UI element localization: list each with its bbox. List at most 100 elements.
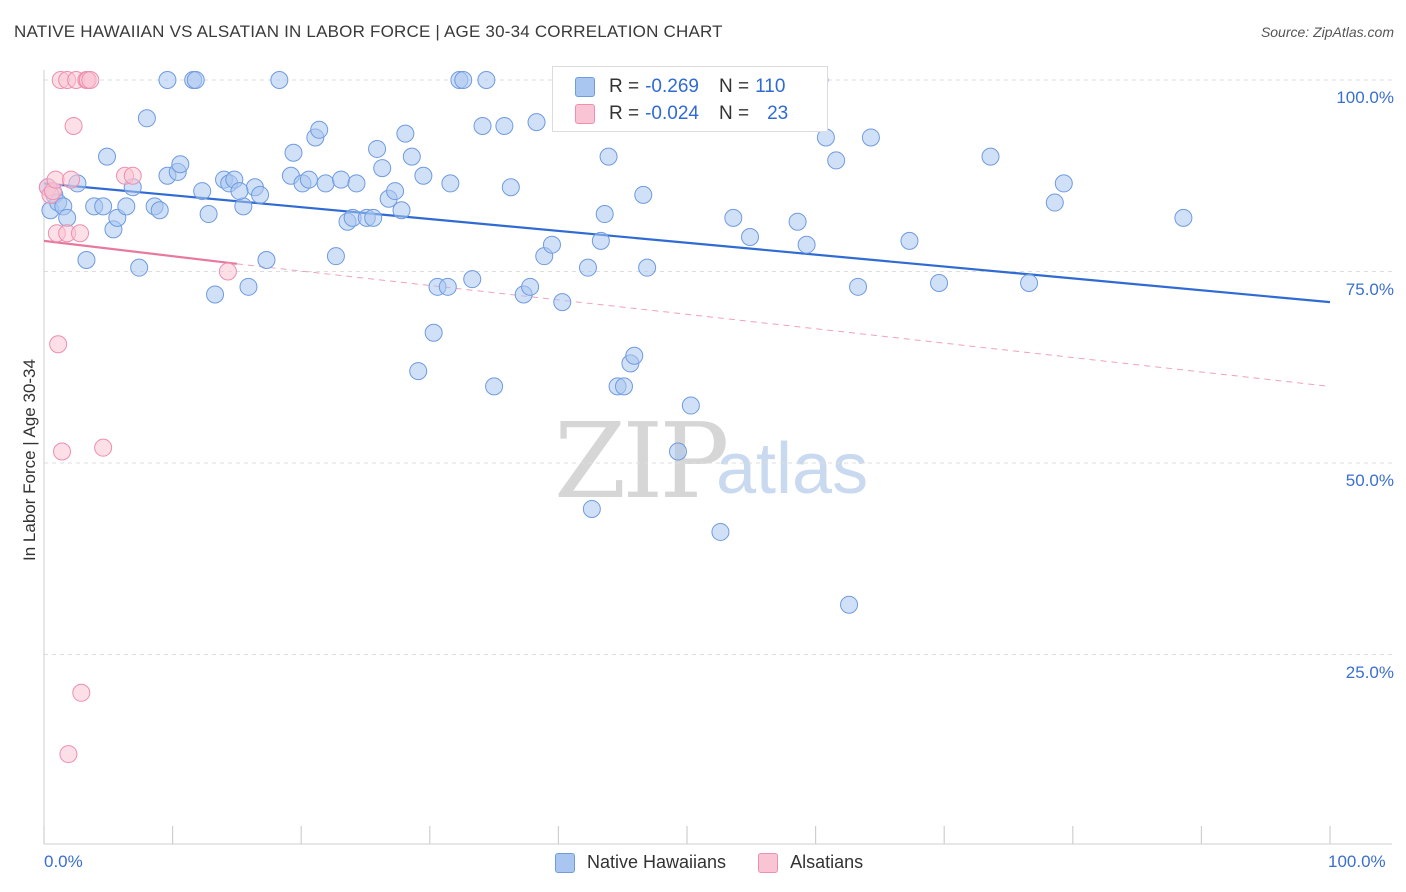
legend-row-alsatians: R = -0.024 N = 23 <box>575 102 808 126</box>
point-alsatian <box>46 170 65 189</box>
point-native-hawaiian <box>396 124 415 143</box>
point-native-hawaiian <box>438 277 457 296</box>
point-native-hawaiian <box>1020 273 1039 292</box>
point-native-hawaiian <box>441 174 460 193</box>
point-alsatian <box>72 683 91 702</box>
trend-line-alsatians <box>43 239 238 265</box>
point-native-hawaiian <box>130 258 149 277</box>
point-native-hawaiian <box>840 595 859 614</box>
point-native-hawaiian <box>77 251 96 270</box>
point-native-hawaiian <box>171 155 190 174</box>
point-native-hawaiian <box>849 277 868 296</box>
point-native-hawaiian <box>1045 193 1064 212</box>
point-native-hawaiian <box>724 208 743 227</box>
point-native-hawaiian <box>409 362 428 381</box>
point-native-hawaiian <box>230 182 249 201</box>
point-native-hawaiian <box>1054 174 1073 193</box>
point-native-hawaiian <box>625 346 644 365</box>
legend-swatch-alsatians <box>575 104 595 124</box>
watermark-zip: ZIP <box>554 400 729 522</box>
watermark-atlas: atlas <box>716 429 869 509</box>
point-native-hawaiian <box>386 182 405 201</box>
point-native-hawaiian <box>578 258 597 277</box>
point-native-hawaiian <box>711 522 730 541</box>
point-native-hawaiian <box>1174 208 1193 227</box>
data-points <box>38 71 1193 764</box>
series-label: Native Hawaiians <box>587 852 727 872</box>
point-native-hawaiian <box>199 205 218 224</box>
point-native-hawaiian <box>299 170 318 189</box>
legend-n-label: N = <box>718 103 750 124</box>
legend-n-label: N = <box>718 76 750 97</box>
legend-r-value: -0.024 <box>645 103 699 124</box>
point-native-hawaiian <box>98 147 117 166</box>
x-tick-label-min: 0.0% <box>44 852 83 871</box>
legend-r-value: -0.269 <box>645 76 699 97</box>
point-native-hawaiian <box>117 197 136 216</box>
point-native-hawaiian <box>239 277 258 296</box>
point-native-hawaiian <box>284 143 303 162</box>
y-tick-label: 25.0% <box>1345 662 1394 682</box>
legend-r-label: R = <box>609 76 640 97</box>
chart-title: NATIVE HAWAIIAN VS ALSATIAN IN LABOR FOR… <box>14 22 723 41</box>
point-native-hawaiian <box>741 228 760 247</box>
point-alsatian <box>59 745 78 764</box>
point-native-hawaiian <box>368 139 387 158</box>
point-native-hawaiian <box>316 174 335 193</box>
gridlines <box>44 79 1392 655</box>
legend-n-value: 110 <box>755 76 786 97</box>
point-native-hawaiian <box>900 231 919 250</box>
point-native-hawaiian <box>614 377 633 396</box>
point-native-hawaiian <box>473 116 492 135</box>
x-tick-label-max: 100.0% <box>1328 852 1386 871</box>
source-label: Source: ZipAtlas.com <box>1260 24 1394 40</box>
point-native-hawaiian <box>485 377 504 396</box>
point-native-hawaiian <box>251 185 270 204</box>
point-alsatian <box>81 71 100 89</box>
trend-line-extension <box>236 263 1331 387</box>
point-native-hawaiian <box>424 323 443 342</box>
point-native-hawaiian <box>521 277 540 296</box>
legend-r-label: R = <box>609 103 640 124</box>
point-native-hawaiian <box>137 109 156 128</box>
point-native-hawaiian <box>158 71 177 89</box>
point-native-hawaiian <box>595 205 614 224</box>
point-native-hawaiian <box>332 170 351 189</box>
point-native-hawaiian <box>599 147 618 166</box>
legend-n-value: 23 <box>767 103 789 124</box>
point-native-hawaiian <box>495 116 514 135</box>
legend-row-native-hawaiians: R = -0.269 N = 110 <box>575 75 805 99</box>
point-native-hawaiian <box>591 231 610 250</box>
point-alsatian <box>53 442 72 461</box>
point-alsatian <box>62 170 81 189</box>
point-native-hawaiian <box>797 235 816 254</box>
point-native-hawaiian <box>582 499 601 518</box>
series-legend: Native Hawaiians Alsatians <box>555 852 895 873</box>
point-native-hawaiian <box>364 208 383 227</box>
correlation-legend: R = -0.269 N = 110 R = -0.024 N = 23 <box>552 66 828 132</box>
point-native-hawaiian <box>373 159 392 178</box>
point-alsatian <box>49 335 68 354</box>
point-native-hawaiian <box>310 120 329 139</box>
point-native-hawaiian <box>501 178 520 197</box>
point-native-hawaiian <box>94 197 113 216</box>
point-native-hawaiian <box>981 147 1000 166</box>
series-legend-alsatians[interactable]: Alsatians <box>758 852 863 873</box>
series-swatch-native-hawaiians <box>555 852 575 873</box>
point-alsatian <box>94 438 113 457</box>
point-native-hawaiian <box>788 212 807 231</box>
series-label: Alsatians <box>790 852 864 872</box>
point-native-hawaiian <box>257 251 276 270</box>
point-native-hawaiian <box>392 201 411 220</box>
point-native-hawaiian <box>58 208 77 227</box>
trend-lines <box>43 182 1331 387</box>
y-tick-label: 100.0% <box>1336 88 1394 107</box>
point-native-hawaiian <box>150 201 169 220</box>
point-native-hawaiian <box>463 270 482 289</box>
y-tick-label: 50.0% <box>1345 471 1394 490</box>
point-alsatian <box>64 116 83 135</box>
point-native-hawaiian <box>347 174 366 193</box>
series-legend-native-hawaiians[interactable]: Native Hawaiians <box>555 852 726 873</box>
legend-swatch-native-hawaiians <box>575 77 595 97</box>
